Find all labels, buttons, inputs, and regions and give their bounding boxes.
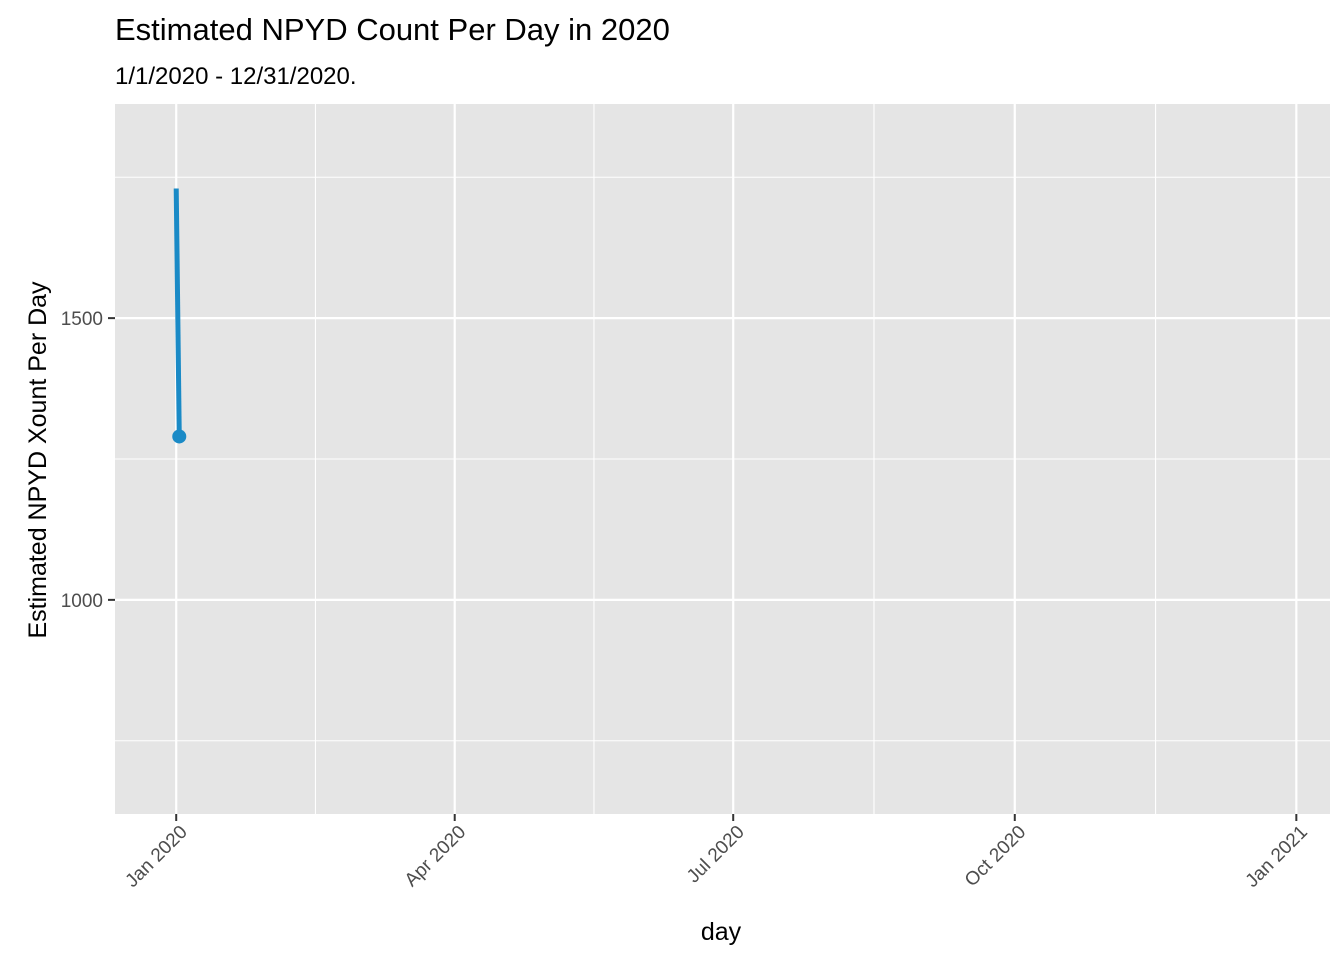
x-tick-label: Jan 2021 (1242, 822, 1312, 892)
y-axis-title: Estimated NPYD Xount Per Day (24, 281, 52, 639)
chart-subtitle: 1/1/2020 - 12/31/2020. (115, 63, 357, 90)
x-tick-label: Jan 2020 (122, 822, 192, 892)
minor-gridlines (115, 104, 1330, 814)
y-tick-label: 1000 (61, 591, 103, 612)
x-tick-label: Apr 2020 (401, 822, 470, 891)
x-tick-label: Jul 2020 (683, 822, 749, 888)
axis-ticks (108, 317, 1298, 821)
x-tick-label: Oct 2020 (961, 822, 1030, 891)
series-line (173, 188, 182, 437)
chart-title: Estimated NPYD Count Per Day in 2020 (115, 12, 670, 47)
series-layer (172, 188, 187, 444)
y-tick-label: 1500 (61, 309, 103, 330)
x-axis-title: day (701, 918, 742, 946)
data-point (172, 429, 187, 444)
